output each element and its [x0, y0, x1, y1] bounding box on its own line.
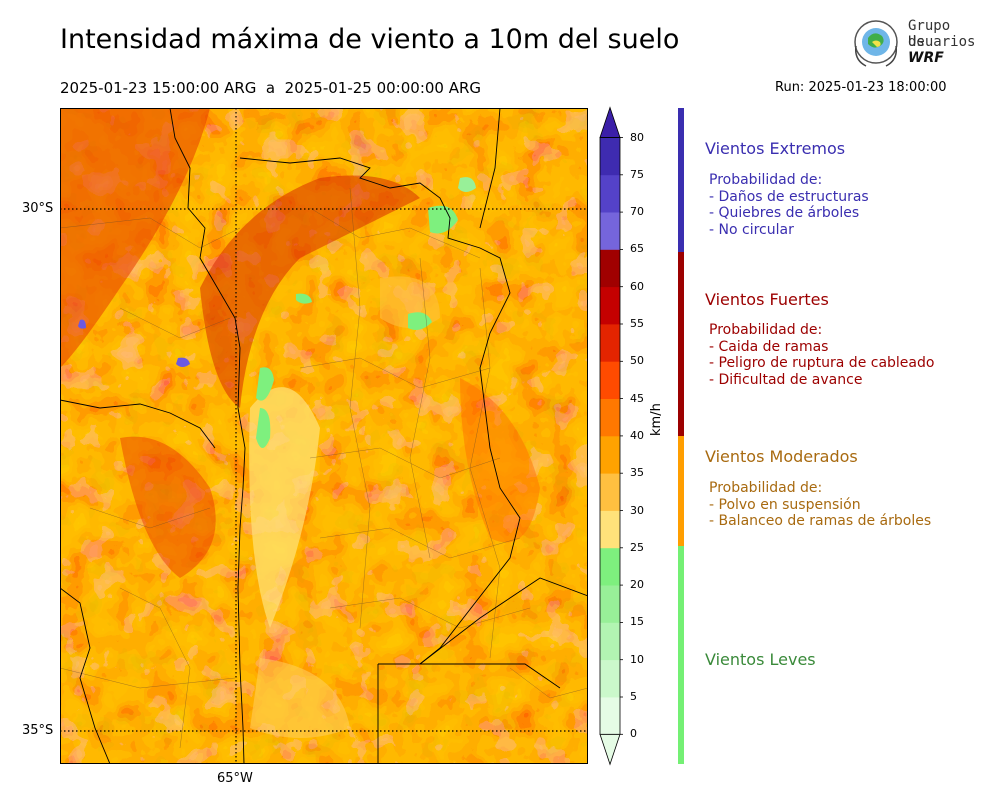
category-title-extremos: Vientos Extremos — [705, 139, 846, 158]
colorbar-tick-label: 55 — [630, 317, 644, 330]
colorbar-tick-label: 45 — [630, 391, 644, 405]
colorbar-segment — [600, 659, 620, 698]
lat-label-35s: 35°S — [22, 723, 54, 738]
light-wind-area-central — [249, 387, 320, 628]
desc-line: Probabilidad de: — [709, 322, 823, 338]
desc-line: - Balanceo de ramas de árboles — [709, 513, 932, 529]
category-title-moderados: Vientos Moderados — [705, 447, 858, 466]
category-bar-extremos — [678, 108, 684, 252]
colorbar-tick-label: 80 — [630, 130, 644, 144]
logo-text-line3: WRF — [908, 50, 944, 66]
colorbar-tick-label: 75 — [630, 167, 644, 181]
green-patch-5 — [256, 408, 271, 448]
desc-line: Probabilidad de: — [709, 480, 823, 496]
colorbar-segment — [600, 473, 620, 511]
colorbar-segments — [599, 106, 623, 766]
colorbar-segment — [600, 249, 620, 288]
desc-line: - Polvo en suspensión — [709, 496, 861, 513]
green-patch-4 — [256, 367, 274, 401]
desc-line: - No circular — [709, 221, 794, 238]
colorbar-tick-label: 0 — [630, 727, 637, 741]
desc-line: - Daños de estructuras — [709, 188, 869, 205]
colorbar-segment — [600, 435, 620, 474]
colorbar-segment — [600, 585, 620, 623]
desc-line: - Dificultad de avance — [709, 371, 863, 388]
strong-wind-area-center-north — [200, 175, 420, 408]
colorbar-segment — [600, 212, 620, 250]
desc-line: - Peligro de ruptura de cableado — [709, 355, 935, 371]
colorbar-segment — [600, 286, 620, 325]
colorbar-tick-label: 10 — [630, 652, 644, 666]
department-boundaries — [60, 187, 588, 749]
colorbar — [599, 106, 623, 766]
colorbar-tick-label: 50 — [630, 354, 644, 368]
colorbar-segment — [600, 622, 620, 661]
lon-label-65w: 65°W — [217, 771, 253, 786]
logo-text-line2: Usuarios — [908, 34, 976, 50]
run-time: Run: 2025-01-23 18:00:00 — [775, 80, 947, 95]
strong-wind-area-west — [120, 436, 216, 578]
category-desc-extremos: Probabilidad de: - Daños de estructuras … — [709, 172, 869, 238]
colorbar-tick-label: 40 — [630, 428, 644, 442]
colorbar-segment — [600, 174, 620, 213]
colorbar-extend-high — [599, 106, 621, 138]
colorbar-segment — [600, 547, 620, 586]
colorbar-segment — [600, 324, 620, 362]
colorbar-tick-label: 65 — [630, 242, 644, 256]
wrf-logo: Grupo de Usuarios WRF — [848, 16, 975, 72]
desc-line: Probabilidad de: — [709, 172, 823, 188]
colorbar-segment — [600, 361, 620, 399]
extreme-spot-1 — [176, 357, 190, 367]
category-desc-fuertes: Probabilidad de: - Caida de ramas - Peli… — [709, 322, 934, 388]
desc-line: - Quiebres de árboles — [709, 205, 860, 221]
lat-label-30s: 30°S — [22, 201, 54, 216]
green-patch-6 — [296, 293, 312, 304]
logo-text-line1: Grupo de — [908, 18, 951, 50]
desc-line: - Caida de ramas — [709, 338, 829, 355]
light-wind-area-south — [250, 658, 350, 738]
strong-wind-area-nw — [60, 108, 210, 368]
colorbar-extend-low — [599, 733, 621, 766]
map-title: Intensidad máxima de viento a 10m del su… — [60, 24, 680, 55]
category-title-fuertes: Vientos Fuertes — [705, 290, 829, 309]
green-patch-1 — [428, 205, 458, 234]
colorbar-segment — [600, 137, 620, 176]
colorbar-tick-label: 70 — [630, 205, 644, 219]
colorbar-segment — [600, 398, 620, 437]
colorbar-tick-label: 20 — [630, 578, 644, 592]
colorbar-segment — [600, 697, 620, 735]
province-boundaries — [60, 108, 588, 764]
colorbar-tick-label: 30 — [630, 503, 644, 517]
colorbar-tick-label: 15 — [630, 615, 644, 629]
green-patch-2 — [458, 177, 476, 192]
category-bar-fuertes — [678, 252, 684, 436]
colorbar-segment — [600, 510, 620, 549]
category-bar-leves — [678, 546, 684, 764]
colorbar-tick-label: 35 — [630, 466, 644, 480]
graticule — [60, 108, 588, 764]
globe-icon — [854, 20, 898, 67]
category-desc-moderados: Probabilidad de: - Polvo en suspensión -… — [709, 480, 931, 530]
colorbar-tick-label: 5 — [630, 690, 637, 703]
extreme-spot-2 — [78, 319, 86, 329]
date-range: 2025-01-23 15:00:00 ARG a 2025-01-25 00:… — [60, 79, 482, 97]
colorbar-tick-label: 60 — [630, 279, 644, 293]
wind-intensity-map — [60, 108, 588, 764]
category-bar-moderados — [678, 436, 684, 546]
colorbar-tick-label: 25 — [630, 540, 644, 554]
map-frame — [60, 108, 588, 764]
category-title-leves: Vientos Leves — [705, 650, 816, 669]
colorbar-unit: km/h — [649, 403, 664, 436]
